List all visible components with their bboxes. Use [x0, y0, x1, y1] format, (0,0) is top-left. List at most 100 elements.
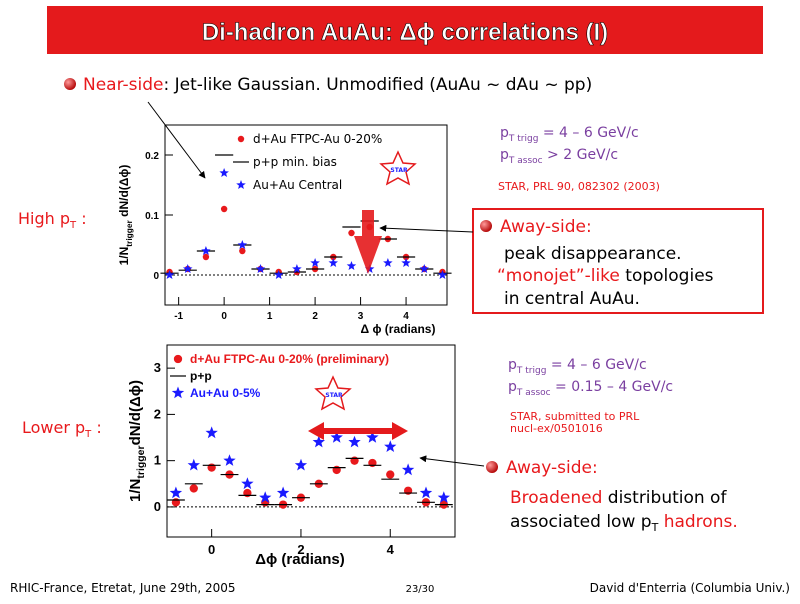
y-axis-label-part: dN/d(Δϕ)	[117, 165, 131, 221]
y-tick-label: 0	[153, 271, 159, 282]
y-tick-label: 0.1	[145, 211, 159, 222]
label-part: Lower p	[22, 418, 85, 437]
x-tick-label: 4	[387, 542, 395, 557]
chart: 0 0.1 0.2 -1 0 1 2 3 4Δ ϕ (radians) 1/Ntrigger dN…	[117, 124, 452, 336]
near-side-label: Near-side	[83, 75, 163, 95]
away-text: topologies	[620, 266, 714, 286]
cut-part: p	[508, 357, 517, 373]
y-tick-label: 3	[154, 360, 161, 375]
x-tick-label: 1	[267, 311, 273, 322]
cut-sub: T trigg	[516, 366, 547, 376]
cut: pT assoc > 2 GeV/c	[500, 147, 618, 166]
point	[237, 240, 248, 249]
suppression-arrow	[354, 210, 382, 274]
x-tick-label: 3	[358, 311, 364, 322]
near-side-text: Near-side: Jet-like Gaussian. Unmodified…	[83, 75, 592, 95]
point	[437, 270, 448, 279]
label-part: :	[76, 209, 86, 228]
label-part: :	[91, 418, 101, 437]
legend-label: p+p min. bias	[253, 155, 337, 169]
point	[419, 264, 429, 273]
y-axis-label: 1/Ntrigger dN/d(Δϕ)	[117, 165, 134, 266]
point	[401, 258, 411, 267]
reference: STAR, submitted to PRL	[510, 410, 640, 423]
point	[419, 486, 433, 499]
reference: nucl-ex/0501016	[510, 422, 603, 435]
broadening-arrow	[308, 422, 408, 440]
point	[348, 435, 361, 448]
cuts-2: pT trigg = 4 – 6 GeV/c pT assoc = 0.15 –…	[508, 357, 673, 398]
cut-part: = 4 – 6 GeV/c	[546, 357, 646, 373]
y-axis-label-part: 1/N	[127, 479, 144, 502]
away-head: Away-side:	[506, 458, 598, 478]
footer-right: David d'Enterria (Columbia Univ.)	[590, 581, 790, 595]
cut-part: > 2 GeV/c	[543, 147, 618, 163]
point	[239, 247, 246, 255]
title: Di-hadron AuAu: Δϕ correlations (I)	[202, 19, 608, 46]
x-axis-label: Δϕ (radians)	[255, 551, 345, 568]
chart: 0 1 2 3 0 2 4 Δϕ (radians) 1/NtriggerdN/d(Δϕ) d+A…	[127, 344, 456, 568]
y-axis-label-part: dN/d(Δϕ)	[127, 380, 144, 445]
point	[202, 253, 210, 261]
star-logo: STAR	[379, 150, 417, 186]
pointer-arrow	[379, 224, 474, 233]
away-line: peak disappearance.	[504, 244, 682, 264]
point	[401, 463, 415, 476]
point	[346, 261, 357, 270]
y-axis-label-sub: trigger	[124, 219, 134, 246]
bullet	[480, 220, 492, 232]
x-tick-label: -1	[174, 311, 183, 322]
x-tick-label: 0	[221, 311, 227, 322]
point	[169, 486, 183, 499]
away-text: associated low p	[510, 512, 652, 532]
away-line: “monojet”-like topologies	[497, 266, 714, 286]
plots: 00.10.2-1 0 1 2 3 4Δ ϕ (radians)1/Ntrigger dN…	[117, 124, 456, 568]
point	[274, 270, 284, 279]
away-red: Broadened	[510, 488, 602, 508]
cut: pT trigg = 4 – 6 GeV/c	[500, 125, 639, 144]
pointer-arrow	[147, 101, 206, 179]
y-tick-label: 0.2	[145, 151, 159, 162]
x-tick-label: 2	[312, 311, 318, 322]
cut-part: = 0.15 – 4 GeV/c	[551, 379, 674, 395]
cut-part: p	[508, 379, 517, 395]
cuts-1: pT trigg = 4 – 6 GeV/c pT assoc > 2 GeV/…	[500, 125, 639, 166]
label-sub: T	[84, 429, 92, 440]
away-head: Away-side:	[500, 217, 592, 237]
plot-frame	[166, 344, 456, 538]
point	[259, 491, 272, 503]
point	[386, 470, 395, 479]
point	[276, 486, 290, 499]
point	[205, 426, 218, 439]
footer: RHIC-France, Etretat, June 29th, 2005 23…	[10, 581, 790, 595]
point	[187, 458, 200, 471]
bullet	[64, 78, 76, 90]
point	[330, 431, 343, 443]
point	[220, 205, 228, 213]
footer-left: RHIC-France, Etretat, June 29th, 2005	[10, 581, 236, 595]
near-side-desc: : Jet-like Gaussian. Unmodified (AuAu ~ …	[163, 75, 592, 95]
bullet	[486, 461, 498, 473]
point	[219, 168, 229, 177]
point	[241, 477, 254, 490]
point	[255, 264, 266, 273]
x-tick-label: 2	[297, 542, 304, 557]
point	[383, 258, 393, 267]
point	[366, 431, 379, 443]
away-text: distribution of	[602, 488, 727, 508]
cut: pT assoc = 0.15 – 4 GeV/c	[508, 379, 673, 398]
point	[223, 454, 236, 466]
legend-label: Au+Au Central	[253, 178, 342, 192]
legend-swatch	[171, 386, 185, 399]
away-box	[472, 208, 764, 314]
away-line: Broadened distribution of	[510, 488, 727, 508]
label-part: High p	[18, 209, 70, 228]
star-logo: STAR	[314, 375, 352, 411]
footer-center: 23/30	[406, 584, 435, 595]
high-pt-label: High pT :	[18, 209, 87, 231]
away-line: associated low pT hadrons.	[510, 512, 738, 534]
legend-label: d+Au FTPC-Au 0-20%	[253, 132, 382, 146]
legend-swatch	[236, 180, 246, 189]
away-red: “monojet”-like	[497, 266, 620, 286]
